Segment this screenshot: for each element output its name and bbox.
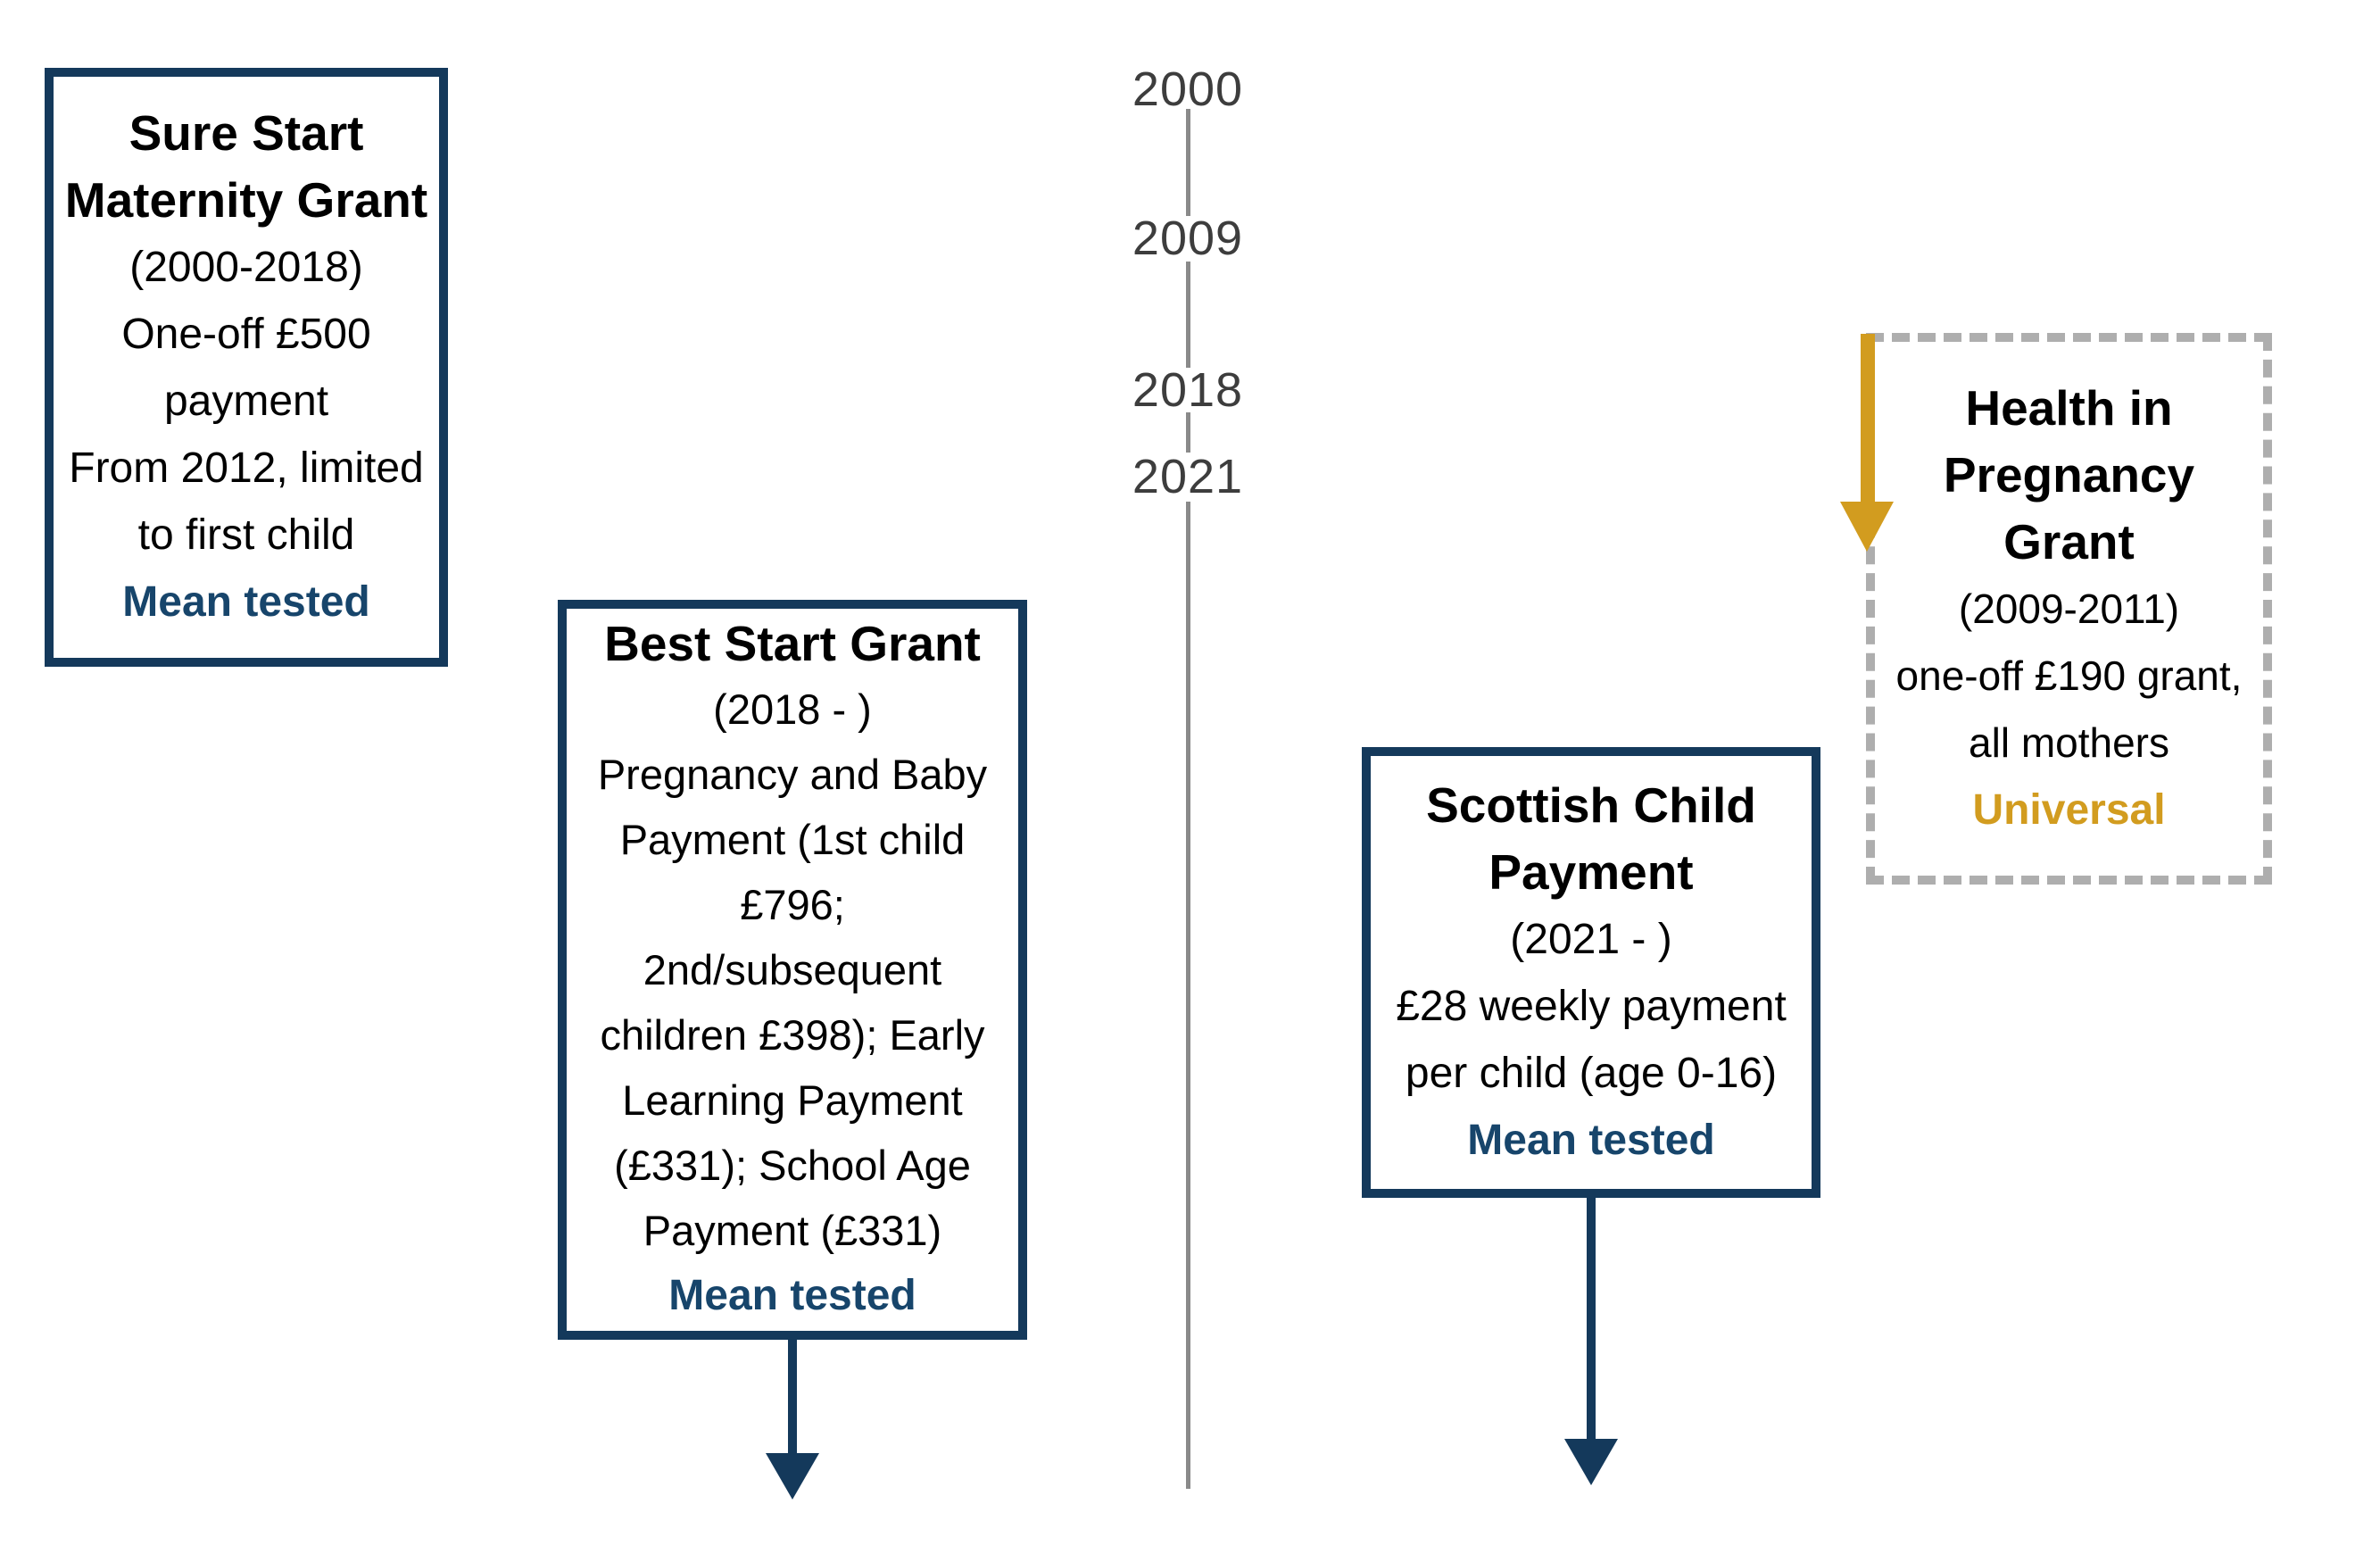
grant-box-health-in-pregnancy-grant: Health in Pregnancy Grant (2009-2011) on… — [1866, 333, 2272, 885]
grant-detail-line: From 2012, limited — [69, 444, 424, 492]
grant-title-line: Payment — [1489, 843, 1694, 900]
timeline-year-2018: 2018 — [1132, 363, 1244, 417]
grant-title-line: Pregnancy — [1943, 446, 2195, 503]
universal-label: Universal — [1972, 785, 2166, 834]
grant-detail-line: to first child — [137, 511, 355, 559]
timeline-line-segment-4 — [1186, 502, 1190, 1489]
grant-detail-line: £796; — [740, 881, 845, 928]
scottish-child-arrow-head-icon — [1564, 1439, 1618, 1485]
means-tested-label: Mean tested — [668, 1272, 916, 1319]
timeline-year-2021: 2021 — [1132, 450, 1244, 503]
grant-box-sure-start-maternity-grant: Sure Start Maternity Grant (2000-2018) O… — [45, 68, 448, 667]
grant-detail-line: 2nd/subsequent — [643, 946, 942, 993]
grant-box-scottish-child-payment: Scottish Child Payment (2021 - ) £28 wee… — [1362, 747, 1820, 1198]
grant-detail-line: Payment (1st child — [619, 816, 966, 863]
grant-title-line: Best Start Grant — [604, 616, 981, 671]
grant-detail-line: Learning Payment — [622, 1076, 963, 1124]
timeline-year-2000: 2000 — [1132, 62, 1244, 116]
means-tested-label: Mean tested — [1467, 1116, 1715, 1164]
timeline-year-2009: 2009 — [1132, 212, 1244, 265]
grant-detail-line: children £398); Early — [600, 1011, 985, 1059]
grant-detail-line: Pregnancy and Baby — [597, 751, 988, 798]
timeline-line-segment-1 — [1186, 109, 1190, 216]
grant-box-best-start-grant: Best Start Grant (2018 - ) Pregnancy and… — [558, 600, 1027, 1340]
grant-title-line: Sure Start — [129, 104, 364, 161]
health-pregnancy-arrow-stem — [1861, 334, 1875, 506]
grant-detail-line: One-off £500 — [121, 310, 371, 358]
grant-detail-line: per child (age 0-16) — [1405, 1049, 1778, 1097]
timeline-line-segment-3 — [1186, 412, 1190, 453]
best-start-arrow-head-icon — [766, 1453, 819, 1500]
grant-detail-line: (2018 - ) — [713, 685, 872, 733]
grant-title-line: Maternity Grant — [64, 171, 428, 228]
grant-detail-line: one-off £190 grant, — [1895, 652, 2243, 699]
best-start-arrow-stem — [788, 1340, 797, 1453]
grant-title-line: Grant — [2003, 513, 2135, 569]
grant-detail-line: payment — [163, 377, 329, 425]
health-pregnancy-arrow-head-icon — [1840, 502, 1894, 552]
grant-detail-line: (2000-2018) — [129, 243, 363, 291]
grant-detail-line: all mothers — [1969, 719, 2169, 766]
means-tested-label: Mean tested — [122, 577, 370, 626]
grant-detail-line: (2021 - ) — [1510, 915, 1672, 963]
timeline-line-segment-2 — [1186, 262, 1190, 368]
grant-title-line: Health in — [1965, 379, 2173, 436]
grant-title-line: Scottish Child — [1426, 777, 1756, 833]
scottish-child-arrow-stem — [1587, 1198, 1596, 1439]
grant-detail-line: Payment (£331) — [643, 1207, 942, 1254]
grant-detail-line: £28 weekly payment — [1396, 982, 1787, 1030]
grant-detail-line: (£331); School Age — [614, 1142, 971, 1189]
grant-detail-line: (2009-2011) — [1958, 585, 2180, 632]
